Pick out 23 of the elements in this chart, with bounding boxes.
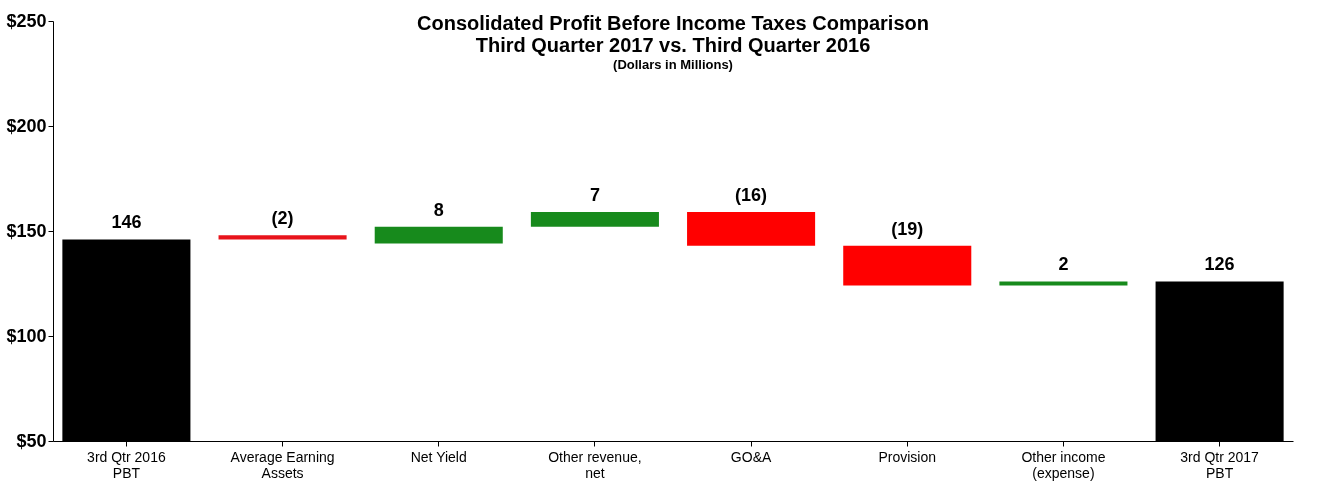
y-tick-label: $200 <box>6 115 47 136</box>
y-tick-label: $50 <box>16 430 47 451</box>
x-tick-label: Average Earning Assets <box>230 448 335 481</box>
x-tick-label: Provision <box>878 448 937 465</box>
x-tick-label: GO&A <box>730 448 772 465</box>
text: (Dollars in Millions) <box>613 57 733 72</box>
chart-title: Consolidated Profit Before Income Taxes Comparison Third Quarter 2017 vs. Third Quarter 2016 <box>417 12 929 56</box>
data-label: 7 <box>589 185 600 206</box>
x-tick-label: 3rd Qtr 2016 PBT <box>87 448 166 481</box>
y-tick-label: $250 <box>6 10 47 31</box>
data-label: 126 <box>1204 254 1235 275</box>
data-label: 146 <box>111 212 142 233</box>
y-tick-label: $100 <box>6 325 47 346</box>
data-label: (19) <box>891 218 924 239</box>
data-label: (2) <box>271 208 294 229</box>
x-tick-label: Other revenue, net <box>548 448 642 481</box>
data-label: 2 <box>1058 254 1069 275</box>
x-tick-label: 3rd Qtr 2017 PBT <box>1180 448 1260 481</box>
x-tick-label: Other income (expense) <box>1021 448 1106 481</box>
data-label: 8 <box>433 199 444 220</box>
data-label: (16) <box>735 185 768 206</box>
y-tick-label: $150 <box>6 220 47 241</box>
x-tick-label: Net Yield <box>410 448 467 465</box>
